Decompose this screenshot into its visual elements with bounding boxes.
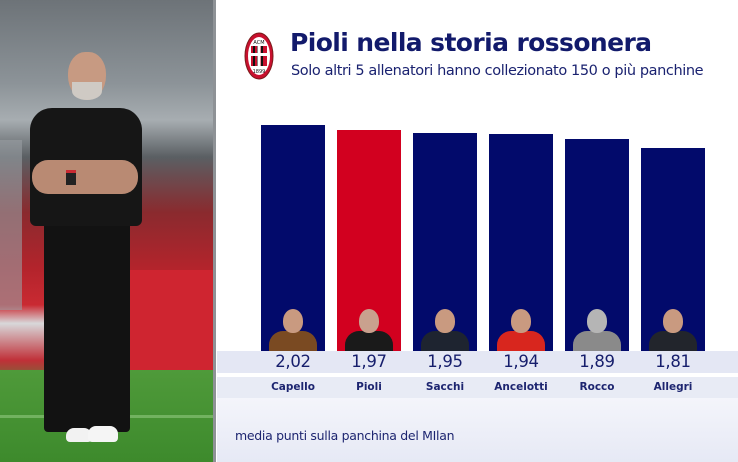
coach-shoe [66, 428, 92, 442]
coach-beard [72, 82, 102, 100]
coach-name: Rocco [579, 381, 615, 393]
coach-name: Ancelotti [494, 381, 548, 393]
coach-name: Sacchi [425, 381, 465, 393]
value-label: 1,97 [351, 352, 387, 371]
stadium-background [0, 140, 22, 310]
bar-sacchi [413, 133, 477, 351]
svg-text:ACM: ACM [253, 40, 264, 46]
value-label: 2,02 [275, 352, 311, 371]
bar-allegri [641, 148, 705, 351]
values-strip [217, 351, 738, 373]
coach-name: Pioli [356, 381, 382, 393]
coach-portrait-pioli [337, 303, 401, 351]
value-label: 1,81 [655, 352, 691, 371]
coach-portrait-allegri [641, 303, 705, 351]
value-label: 1,89 [579, 352, 615, 371]
ad-board-red [120, 270, 213, 370]
watch-icon [66, 170, 76, 185]
footer-band [217, 398, 738, 462]
value-label: 1,94 [503, 352, 539, 371]
coach-portrait-rocco [565, 303, 629, 351]
chart-title: Pioli nella storia rossonera [290, 28, 652, 57]
bar-capello [261, 125, 325, 351]
coach-trousers [44, 222, 130, 432]
coach-portrait-ancelotti [489, 303, 553, 351]
coach-portrait-capello [261, 303, 325, 351]
bar-ancelotti [489, 134, 553, 351]
coach-portrait-sacchi [413, 303, 477, 351]
coach-shoe [88, 426, 118, 442]
metric-footnote: media punti sulla panchina del MIlan [235, 428, 455, 443]
svg-text:1899: 1899 [253, 69, 266, 75]
coach-name: Capello [271, 381, 315, 393]
coach-crossed-arms [32, 160, 138, 194]
panel-divider [213, 0, 216, 462]
ac-milan-crest-icon: ACM 1899 [244, 32, 274, 80]
bar-rocco [565, 139, 629, 351]
chart-subtitle: Solo altri 5 allenatori hanno colleziona… [291, 63, 704, 79]
value-label: 1,95 [427, 352, 463, 371]
coach-photo [0, 0, 213, 462]
coach-name: Allegri [653, 381, 693, 393]
bar-pioli [337, 130, 401, 351]
names-strip [217, 377, 738, 398]
